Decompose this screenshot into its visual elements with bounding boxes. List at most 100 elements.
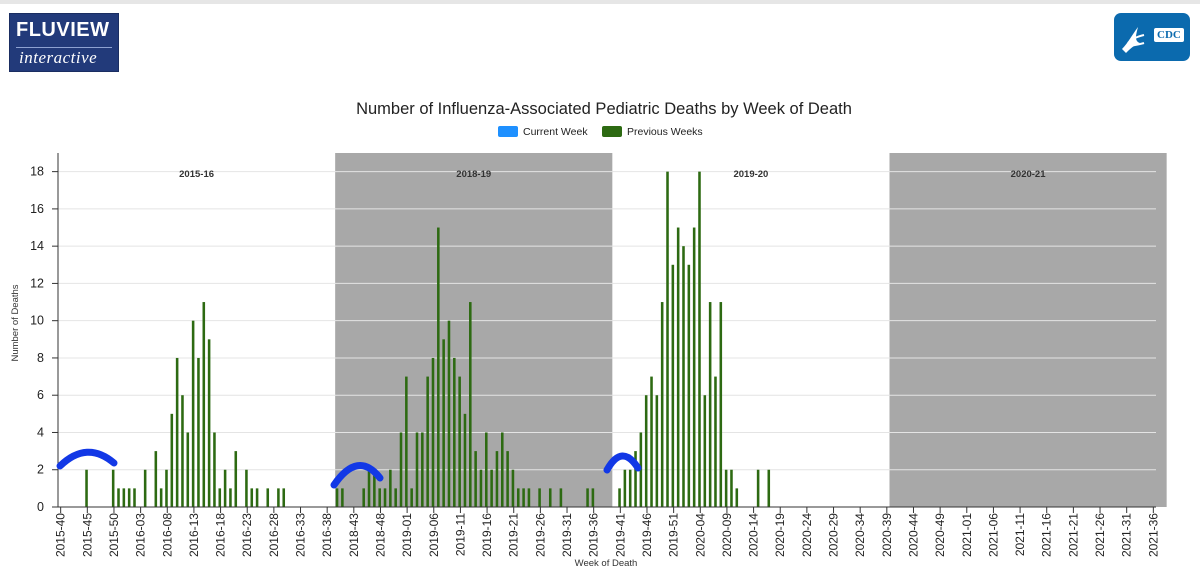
fluview-logo[interactable]: FLUVIEW interactive — [9, 13, 119, 72]
y-tick-label: 0 — [37, 500, 44, 514]
bar[interactable] — [143, 469, 147, 507]
bar[interactable] — [692, 227, 696, 507]
bar[interactable] — [469, 302, 472, 507]
bar[interactable] — [698, 171, 701, 507]
bar[interactable] — [117, 488, 120, 507]
bar[interactable] — [415, 432, 419, 507]
bar[interactable] — [735, 488, 739, 507]
bar[interactable] — [703, 395, 707, 507]
bar[interactable] — [591, 488, 595, 507]
bar[interactable] — [506, 451, 509, 507]
bar[interactable] — [133, 488, 136, 507]
bar[interactable] — [516, 488, 520, 507]
bar[interactable] — [245, 469, 248, 507]
bar[interactable] — [181, 395, 184, 507]
bar[interactable] — [111, 469, 115, 507]
bar[interactable] — [623, 469, 627, 507]
bar[interactable] — [389, 469, 392, 507]
bar[interactable] — [559, 488, 563, 507]
bar[interactable] — [767, 469, 771, 507]
bar[interactable] — [479, 469, 483, 507]
bar[interactable] — [165, 469, 168, 507]
bar[interactable] — [463, 413, 467, 507]
bar[interactable] — [266, 488, 270, 507]
bar[interactable] — [501, 432, 504, 507]
x-tick-label: 2021-21 — [1066, 513, 1080, 557]
bar[interactable] — [255, 488, 259, 507]
bar[interactable] — [442, 339, 445, 507]
bar[interactable] — [234, 451, 238, 507]
bar[interactable] — [628, 469, 632, 507]
legend-label-current[interactable]: Current Week — [523, 126, 588, 138]
bar[interactable] — [202, 302, 206, 507]
legend-label-previous[interactable]: Previous Weeks — [627, 126, 703, 138]
bar[interactable] — [373, 469, 376, 507]
bar[interactable] — [426, 376, 429, 507]
bar[interactable] — [495, 451, 499, 507]
bar[interactable] — [170, 413, 174, 507]
bar[interactable] — [453, 357, 456, 507]
bar[interactable] — [485, 432, 488, 507]
bar[interactable] — [671, 264, 675, 507]
y-tick-label: 18 — [30, 165, 44, 179]
bar[interactable] — [666, 171, 669, 507]
bar[interactable] — [223, 469, 227, 507]
bar[interactable] — [197, 357, 200, 507]
bar[interactable] — [644, 395, 648, 507]
bar[interactable] — [655, 395, 659, 507]
bar[interactable] — [394, 488, 397, 507]
bar[interactable] — [213, 432, 216, 507]
bar[interactable] — [527, 488, 531, 507]
bar[interactable] — [405, 376, 408, 507]
bar[interactable] — [634, 451, 637, 507]
bar[interactable] — [431, 357, 435, 507]
bar[interactable] — [676, 227, 680, 507]
bar[interactable] — [186, 432, 190, 507]
bar[interactable] — [687, 264, 691, 507]
bar[interactable] — [127, 488, 131, 507]
hhs-eagle-icon — [1122, 27, 1145, 53]
bar[interactable] — [708, 302, 712, 507]
bar[interactable] — [474, 451, 477, 507]
cdc-logo[interactable]: CDC — [1114, 13, 1190, 61]
bar[interactable] — [437, 227, 440, 507]
bar[interactable] — [730, 469, 733, 507]
bar[interactable] — [719, 302, 723, 507]
bar[interactable] — [154, 451, 158, 507]
bar[interactable] — [421, 432, 424, 507]
bar[interactable] — [660, 302, 664, 507]
bar[interactable] — [399, 432, 403, 507]
bar[interactable] — [724, 469, 728, 507]
bar[interactable] — [207, 339, 211, 507]
bar[interactable] — [650, 376, 653, 507]
bar[interactable] — [282, 488, 286, 507]
bar[interactable] — [458, 376, 461, 507]
bar[interactable] — [586, 488, 589, 507]
bar[interactable] — [335, 488, 339, 507]
bar[interactable] — [250, 488, 254, 507]
bar[interactable] — [277, 488, 280, 507]
bar[interactable] — [714, 376, 717, 507]
bar[interactable] — [511, 469, 515, 507]
bar[interactable] — [756, 469, 760, 507]
bar[interactable] — [175, 357, 179, 507]
bar[interactable] — [490, 469, 493, 507]
bar[interactable] — [367, 469, 371, 507]
bar[interactable] — [341, 488, 344, 507]
bar[interactable] — [229, 488, 232, 507]
bar[interactable] — [122, 488, 126, 507]
bar[interactable] — [548, 488, 552, 507]
bar[interactable] — [538, 488, 541, 507]
bar[interactable] — [362, 488, 365, 507]
bar[interactable] — [85, 469, 88, 507]
bar[interactable] — [522, 488, 525, 507]
bar[interactable] — [383, 488, 387, 507]
bar[interactable] — [447, 320, 451, 507]
bar[interactable] — [682, 246, 685, 507]
bar[interactable] — [618, 488, 621, 507]
bar[interactable] — [378, 488, 381, 507]
bar[interactable] — [410, 488, 413, 507]
bar[interactable] — [159, 488, 163, 507]
bar[interactable] — [191, 320, 195, 507]
bar[interactable] — [218, 488, 222, 507]
